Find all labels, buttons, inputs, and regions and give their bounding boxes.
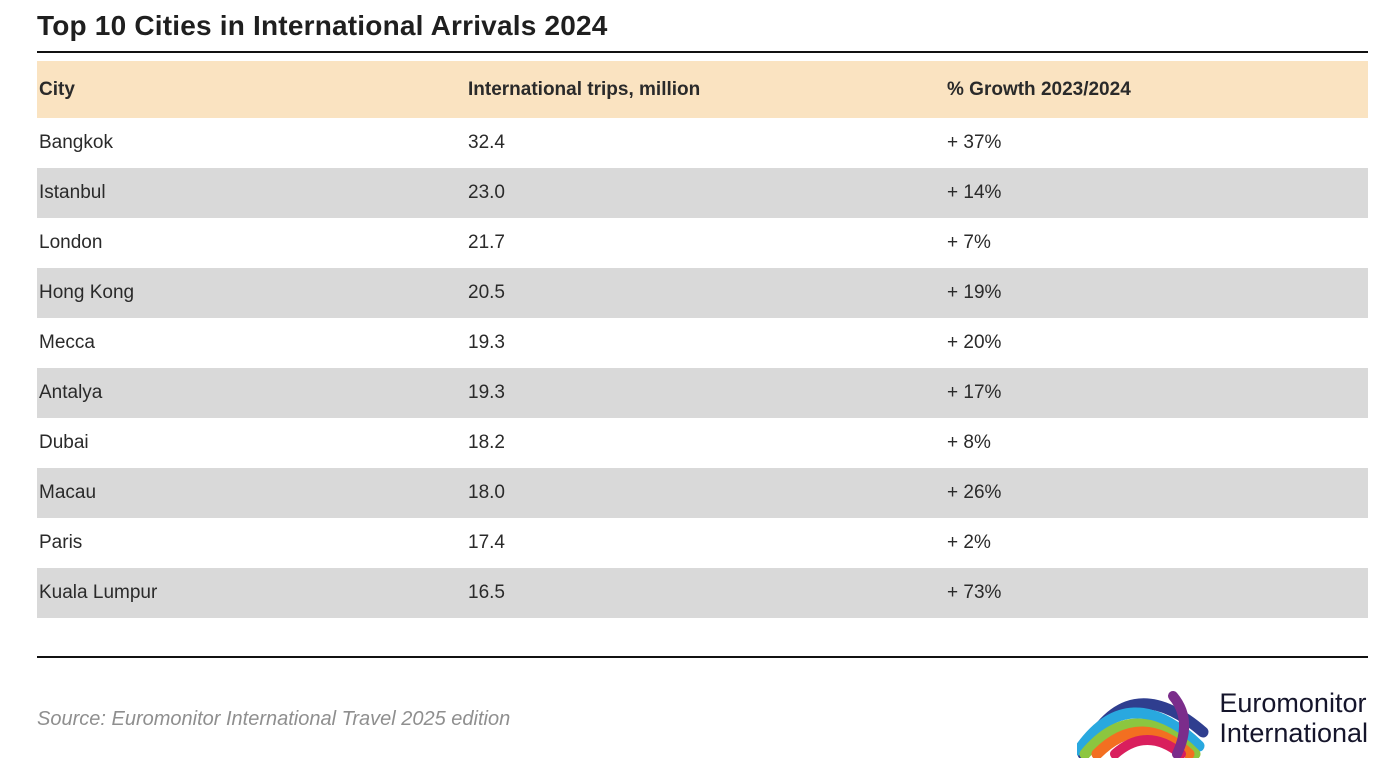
trips-cell: 16.5	[468, 582, 505, 603]
trips-cell: 18.0	[468, 482, 505, 503]
trips-cell: 21.7	[468, 232, 505, 253]
growth-cell: + 20%	[947, 332, 1002, 353]
city-cell: Istanbul	[39, 182, 106, 203]
euromonitor-logo-text: Euromonitor International	[1219, 688, 1368, 748]
growth-cell: + 37%	[947, 132, 1002, 153]
growth-cell: + 19%	[947, 282, 1002, 303]
growth-cell: + 17%	[947, 382, 1002, 403]
bottom-divider	[37, 656, 1368, 658]
trips-cell: 18.2	[468, 432, 505, 453]
growth-cell: + 26%	[947, 482, 1002, 503]
growth-cell: + 7%	[947, 232, 991, 253]
city-cell: Paris	[39, 532, 83, 553]
city-cell: Mecca	[39, 332, 95, 353]
logo-line2: International	[1219, 718, 1368, 748]
table-row: Kuala Lumpur 16.5 + 73%	[37, 568, 1368, 618]
header-city: City	[37, 61, 466, 118]
table-row: Istanbul 23.0 + 14%	[37, 168, 1368, 218]
trips-cell: 20.5	[468, 282, 505, 303]
city-cell: Kuala Lumpur	[39, 582, 158, 603]
city-cell: London	[39, 232, 103, 253]
euromonitor-logo: Euromonitor International	[1073, 680, 1368, 760]
table-row: Hong Kong 20.5 + 19%	[37, 268, 1368, 318]
trips-cell: 17.4	[468, 532, 505, 553]
city-cell: Dubai	[39, 432, 89, 453]
table-row: London 21.7 + 7%	[37, 218, 1368, 268]
title-divider	[37, 51, 1368, 53]
table-row: Paris 17.4 + 2%	[37, 518, 1368, 568]
trips-cell: 23.0	[468, 182, 505, 203]
table-row: Macau 18.0 + 26%	[37, 468, 1368, 518]
city-cell: Bangkok	[39, 132, 113, 153]
city-cell: Antalya	[39, 382, 103, 403]
table-row: Antalya 19.3 + 17%	[37, 368, 1368, 418]
growth-cell: + 8%	[947, 432, 991, 453]
table-header-row: City International trips, million % Grow…	[37, 61, 1368, 118]
table-row: Bangkok 32.4 + 37%	[37, 118, 1368, 168]
table-row: Mecca 19.3 + 20%	[37, 318, 1368, 368]
header-trips: International trips, million	[466, 61, 945, 118]
arrivals-table: City International trips, million % Grow…	[37, 61, 1368, 618]
growth-cell: + 2%	[947, 532, 991, 553]
page-title: Top 10 Cities in International Arrivals …	[37, 10, 608, 41]
euromonitor-globe-icon	[1073, 680, 1209, 760]
growth-cell: + 14%	[947, 182, 1002, 203]
logo-line1: Euromonitor	[1219, 688, 1367, 719]
city-cell: Macau	[39, 482, 97, 503]
trips-cell: 19.3	[468, 332, 505, 353]
trips-cell: 19.3	[468, 382, 505, 403]
city-cell: Hong Kong	[39, 282, 135, 303]
trips-cell: 32.4	[468, 132, 505, 153]
source-text: Source: Euromonitor International Travel…	[37, 707, 511, 730]
table-row: Dubai 18.2 + 8%	[37, 418, 1368, 468]
header-growth: % Growth 2023/2024	[945, 61, 1368, 118]
growth-cell: + 73%	[947, 582, 1002, 603]
footer: Source: Euromonitor International Travel…	[37, 680, 1368, 760]
